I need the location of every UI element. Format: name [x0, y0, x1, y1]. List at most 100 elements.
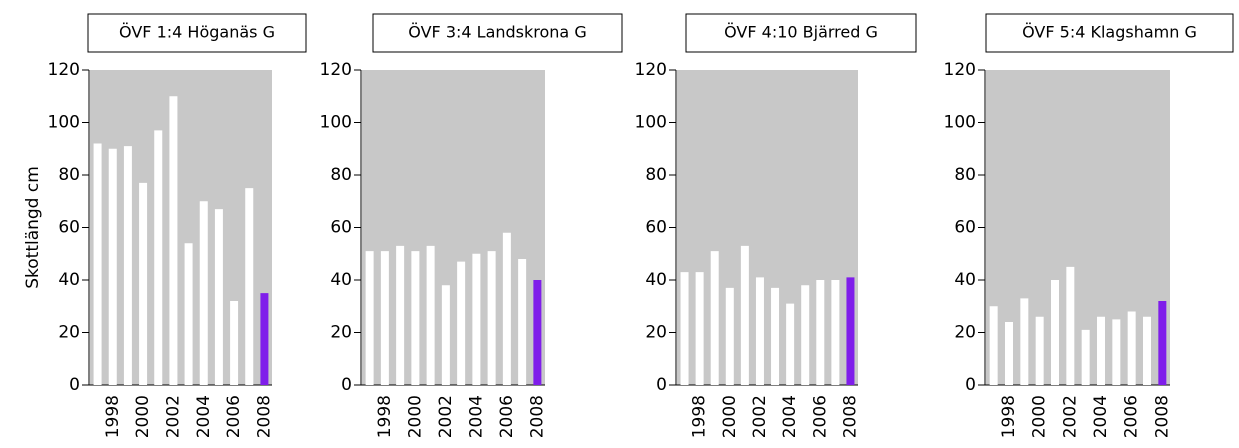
bar	[816, 280, 825, 385]
y-tick-label: 60	[58, 218, 80, 238]
x-tick-label: 2006	[1122, 395, 1142, 438]
x-tick-label: 2004	[1091, 395, 1111, 438]
bar	[472, 253, 481, 385]
bar	[533, 280, 542, 385]
y-tick-label: 80	[330, 165, 352, 185]
y-tick-label: 0	[69, 375, 80, 395]
title-box	[685, 13, 917, 53]
chart-title: ÖVF 5:4 Klagshamn G	[1022, 23, 1197, 42]
x-tick-label: 2002	[750, 395, 770, 438]
bar	[755, 277, 764, 385]
bar	[1035, 316, 1044, 385]
y-tick-label: 20	[954, 323, 976, 343]
bar	[380, 251, 389, 385]
bar	[1081, 329, 1090, 385]
bar	[680, 272, 689, 385]
y-tick-label: 120	[944, 60, 976, 80]
bar	[441, 285, 450, 385]
x-tick-label: 2008	[527, 395, 547, 438]
bar	[1020, 298, 1029, 385]
y-tick-label: 120	[48, 60, 80, 80]
y-tick-label: 60	[330, 218, 352, 238]
bar	[831, 280, 840, 385]
bar	[184, 243, 193, 385]
bar	[695, 272, 704, 385]
bar	[1127, 311, 1136, 385]
plot-background	[986, 70, 1170, 385]
y-axis-label: Skottlängd cm	[23, 166, 43, 289]
bar	[725, 287, 734, 385]
y-tick-label: 0	[341, 375, 352, 395]
bar	[1066, 266, 1075, 385]
y-tick-label: 120	[320, 60, 352, 80]
y-tick-label: 0	[965, 375, 976, 395]
bar	[260, 293, 269, 385]
y-tick-label: 60	[645, 218, 667, 238]
y-tick-label: 80	[58, 165, 80, 185]
x-tick-label: 2006	[224, 395, 244, 438]
x-tick-label: 2000	[720, 395, 740, 438]
title-box	[372, 13, 623, 53]
bar	[989, 306, 998, 385]
y-tick-label: 120	[635, 60, 667, 80]
y-tick-label: 20	[645, 323, 667, 343]
x-tick-label: 2002	[1060, 395, 1080, 438]
y-tick-label: 40	[330, 270, 352, 290]
bar	[1005, 322, 1013, 385]
y-tick-label: 100	[320, 113, 352, 133]
bar	[245, 188, 254, 385]
x-tick-label: 1998	[690, 395, 710, 438]
y-tick-label: 80	[645, 165, 667, 185]
title-box	[985, 13, 1234, 53]
y-tick-label: 0	[656, 375, 667, 395]
title-box	[87, 13, 307, 53]
bar	[502, 232, 511, 385]
bar	[457, 261, 466, 385]
x-tick-label: 2004	[780, 395, 800, 438]
bar	[740, 245, 749, 385]
bar	[710, 251, 719, 385]
bar	[1158, 301, 1167, 385]
bar	[1097, 316, 1105, 385]
x-tick-label: 2006	[497, 395, 517, 438]
x-tick-label: 2000	[133, 395, 153, 438]
bar	[1112, 319, 1121, 385]
bar	[487, 251, 496, 385]
y-tick-label: 20	[330, 323, 352, 343]
bar	[93, 143, 102, 385]
chart-title: ÖVF 1:4 Höganäs G	[119, 23, 275, 42]
bar	[771, 287, 780, 385]
bar	[801, 285, 810, 385]
x-tick-label: 2000	[1030, 395, 1050, 438]
plot-background	[362, 70, 545, 385]
x-tick-label: 2004	[466, 395, 486, 438]
y-tick-label: 100	[635, 113, 667, 133]
y-tick-label: 100	[48, 113, 80, 133]
x-tick-label: 1998	[999, 395, 1019, 438]
bar	[846, 277, 855, 385]
bar	[396, 245, 405, 385]
bar	[411, 251, 420, 385]
bar	[108, 148, 117, 385]
plot-background	[90, 70, 272, 385]
bar	[1051, 280, 1059, 385]
x-tick-label: 2008	[1152, 395, 1172, 438]
bar	[169, 96, 178, 385]
bar	[123, 146, 132, 385]
x-tick-label: 2000	[405, 395, 425, 438]
bar	[230, 301, 239, 385]
y-tick-label: 20	[58, 323, 80, 343]
bar	[786, 303, 795, 385]
y-tick-label: 40	[954, 270, 976, 290]
x-tick-label: 2006	[810, 395, 830, 438]
bar	[426, 245, 435, 385]
x-tick-label: 2002	[436, 395, 456, 438]
bar	[199, 201, 208, 385]
y-tick-label: 80	[954, 165, 976, 185]
chart-title: ÖVF 3:4 Landskrona G	[408, 23, 586, 42]
plot-background	[677, 70, 858, 385]
chart-title: ÖVF 4:10 Bjärred G	[724, 23, 878, 42]
bar	[365, 251, 374, 385]
x-tick-label: 1998	[375, 395, 395, 438]
